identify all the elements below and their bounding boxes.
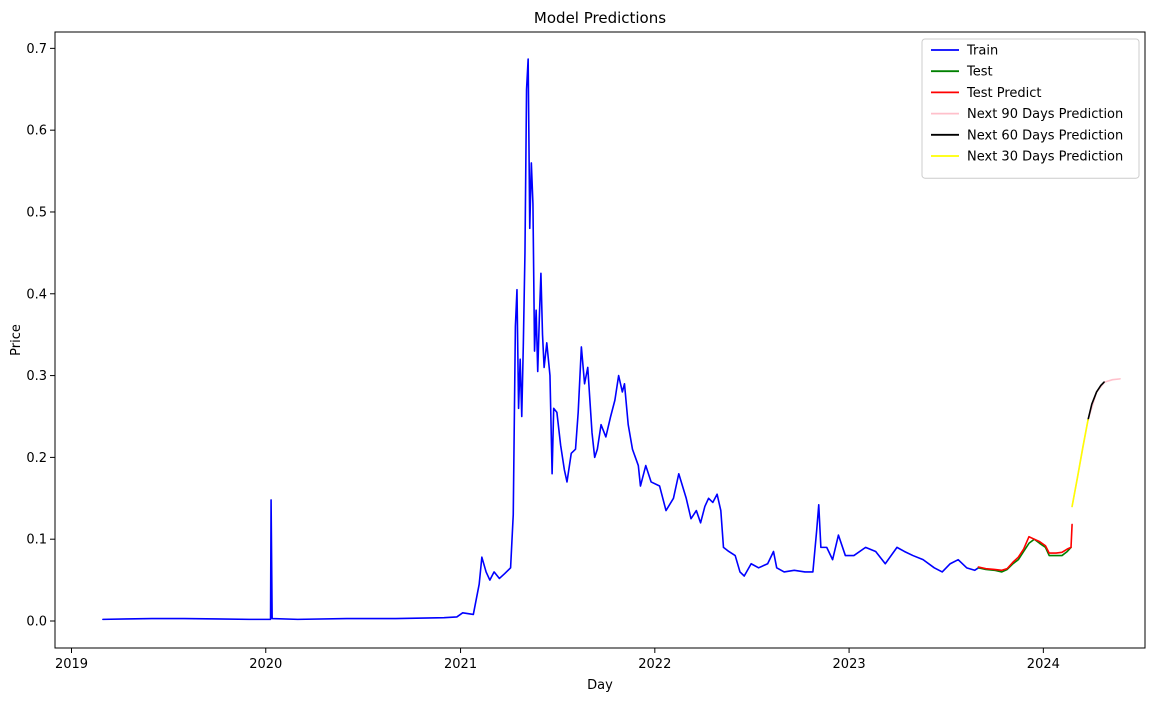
x-tick-label-3: 2022 — [638, 657, 671, 672]
series-line-next-60-days-prediction — [1087, 381, 1105, 421]
legend-label-2: Test Predict — [966, 86, 1042, 101]
y-tick-label-3: 0.3 — [26, 369, 47, 384]
legend-label-5: Next 30 Days Prediction — [967, 150, 1123, 165]
y-tick-label-6: 0.6 — [26, 124, 47, 139]
x-axis-label: Day — [587, 678, 613, 693]
y-tick-label-4: 0.4 — [26, 287, 47, 302]
chart-title: Model Predictions — [534, 9, 666, 27]
legend-label-3: Next 90 Days Prediction — [967, 107, 1123, 122]
x-tick-label-1: 2020 — [249, 657, 282, 672]
x-tick-label-2: 2021 — [444, 657, 477, 672]
legend-label-4: Next 60 Days Prediction — [967, 128, 1123, 143]
x-tick-label-0: 2019 — [55, 657, 88, 672]
series-layer — [102, 58, 1121, 621]
series-line-test-predict — [977, 523, 1073, 572]
y-tick-label-2: 0.2 — [26, 451, 47, 466]
legend-label-1: Test — [966, 65, 993, 80]
legend: Train Test Test Predict Next 90 Days Predic… — [921, 38, 1140, 179]
x-axis: 2019 2020 2021 2022 2023 2024 — [55, 648, 1060, 672]
y-tick-label-1: 0.1 — [26, 533, 47, 548]
y-axis: 0.0 0.1 0.2 0.3 0.4 0.5 0.6 0.7 — [26, 42, 55, 630]
legend-box — [921, 38, 1140, 179]
series-line-train — [102, 58, 980, 621]
y-tick-label-7: 0.7 — [26, 42, 47, 57]
legend-label-0: Train — [966, 44, 998, 59]
series-line-next-30-days-prediction — [1071, 418, 1089, 508]
y-tick-label-0: 0.0 — [26, 615, 47, 630]
x-tick-label-4: 2023 — [833, 657, 866, 672]
y-tick-label-5: 0.5 — [26, 205, 47, 220]
series-line-test — [977, 538, 1072, 573]
plot-frame — [54, 31, 1146, 649]
x-tick-label-5: 2024 — [1027, 657, 1060, 672]
series-line-next-90-days-prediction — [1071, 378, 1121, 508]
y-axis-label: Price — [9, 324, 24, 356]
